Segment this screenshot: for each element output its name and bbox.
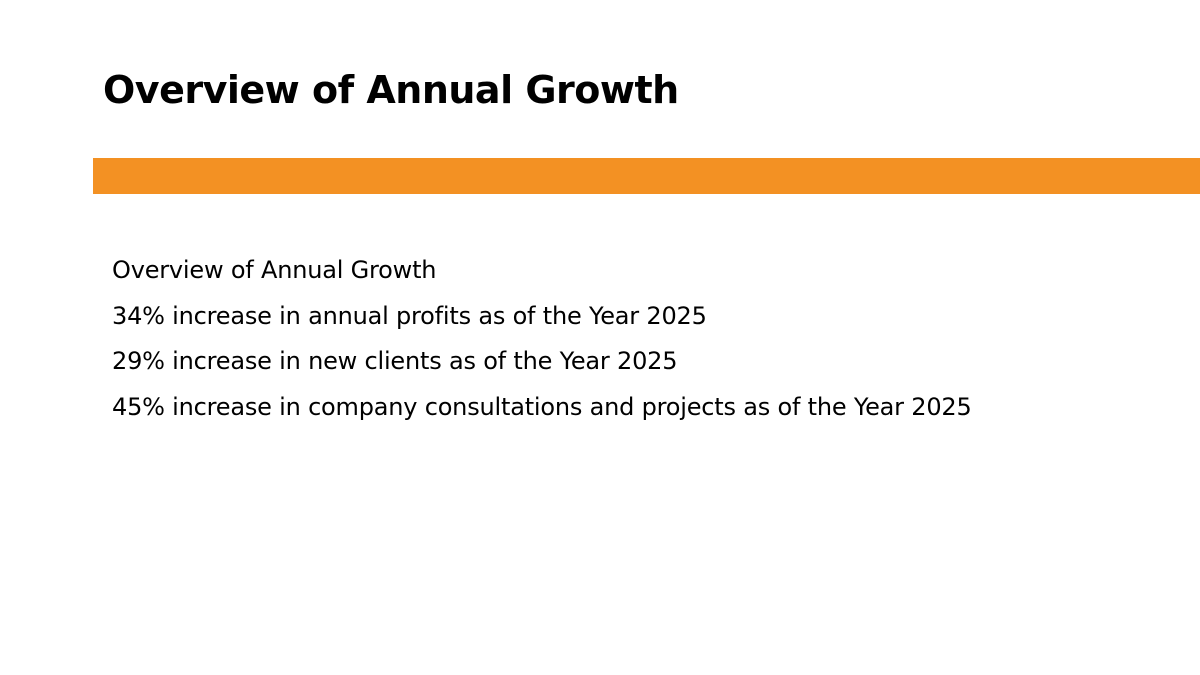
- body-line-consultations: 45% increase in company consultations an…: [112, 392, 972, 421]
- accent-bar: [93, 158, 1200, 194]
- body-line-clients: 29% increase in new clients as of the Ye…: [112, 347, 678, 375]
- body-line-heading: Overview of Annual Growth: [112, 256, 437, 284]
- body-text-list: Overview of Annual Growth 34% increase i…: [112, 248, 972, 430]
- slide-title: Overview of Annual Growth: [103, 68, 679, 112]
- body-line-profits: 34% increase in annual profits as of the…: [112, 301, 707, 330]
